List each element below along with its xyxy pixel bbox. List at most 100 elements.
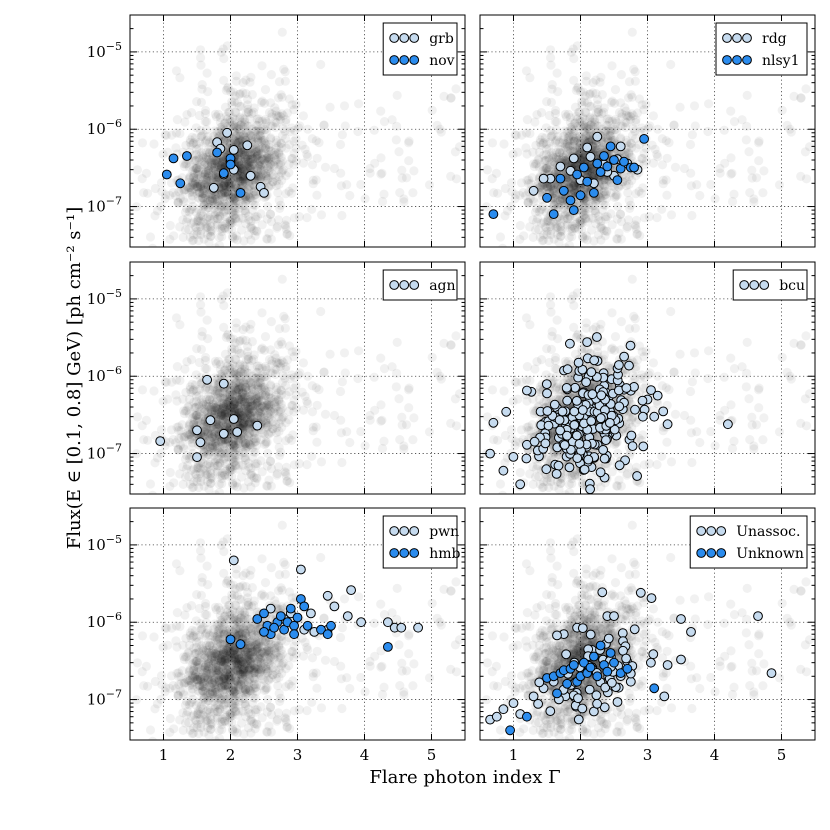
background-point [575,131,585,141]
background-point [234,137,244,147]
background-point [211,173,222,183]
background-point [379,364,390,374]
background-point [246,157,256,167]
background-point [263,421,273,431]
background-point [253,396,263,406]
background-point [256,409,266,419]
background-point [307,451,317,461]
background-point [593,94,603,104]
background-point [245,427,255,438]
background-point [276,415,286,425]
data-point [575,190,586,201]
background-point [247,124,257,134]
background-point [175,222,185,232]
background-point [246,154,256,164]
background-point [218,179,229,189]
background-point [253,407,263,417]
background-point [211,402,221,412]
background-point [139,188,149,198]
background-point [256,411,266,421]
background-point [599,226,609,236]
background-point [241,420,251,431]
background-point [228,396,238,406]
background-point [152,453,162,463]
background-point [203,163,213,173]
background-point [621,135,632,145]
background-point [249,350,259,360]
background-point [262,398,272,408]
background-point [274,111,284,121]
background-point [190,469,200,479]
background-point [187,191,198,201]
background-point [260,156,270,166]
background-point [250,231,260,241]
background-point [562,220,572,230]
background-point [551,219,562,229]
background-point [522,175,532,185]
background-point [178,394,188,404]
legend-box [715,22,808,76]
background-point [257,401,267,412]
background-point [242,398,253,408]
background-point [236,150,246,160]
background-point [220,470,230,480]
background-point [217,200,227,210]
background-point [552,135,562,145]
background-point [555,137,565,147]
background-point [482,165,492,175]
background-point [166,178,177,188]
background-point [238,419,249,429]
background-point [510,194,520,204]
background-point [209,461,219,471]
background-point [587,117,597,127]
background-point [529,161,540,172]
background-point [250,373,261,383]
background-point [226,193,236,203]
background-point [369,372,379,382]
background-point [225,365,235,375]
background-point [230,202,241,213]
background-point [217,468,227,478]
legend-label: rdg [762,31,787,47]
background-point [260,382,270,392]
background-point [245,324,255,334]
background-point [594,215,604,225]
background-point [715,163,725,174]
background-point [240,440,250,450]
background-point [224,178,234,188]
background-point [624,148,634,158]
background-point [238,174,248,184]
background-point [240,422,250,433]
background-point [566,176,576,186]
background-point [246,216,256,226]
background-point [280,126,290,136]
background-point [223,398,233,408]
background-point [506,201,516,211]
background-point [245,163,255,173]
background-point [208,442,218,452]
background-point [606,188,616,198]
background-point [312,437,322,447]
background-point [230,210,240,220]
background-point [636,188,647,198]
background-point [265,397,275,407]
background-point [232,345,242,355]
background-point [245,114,255,124]
background-point [284,159,294,169]
background-point [238,369,248,379]
background-point [202,198,212,208]
background-point [223,406,233,416]
background-point [265,456,276,466]
background-point [192,230,202,240]
background-point [616,234,626,244]
background-point [228,479,238,490]
background-point [689,101,700,111]
legend-marker [409,55,420,65]
background-point [253,149,263,159]
background-point [255,403,265,414]
background-point [192,411,202,421]
background-point [599,107,609,117]
background-point [230,374,240,384]
background-point [239,397,249,407]
background-point [218,44,228,54]
